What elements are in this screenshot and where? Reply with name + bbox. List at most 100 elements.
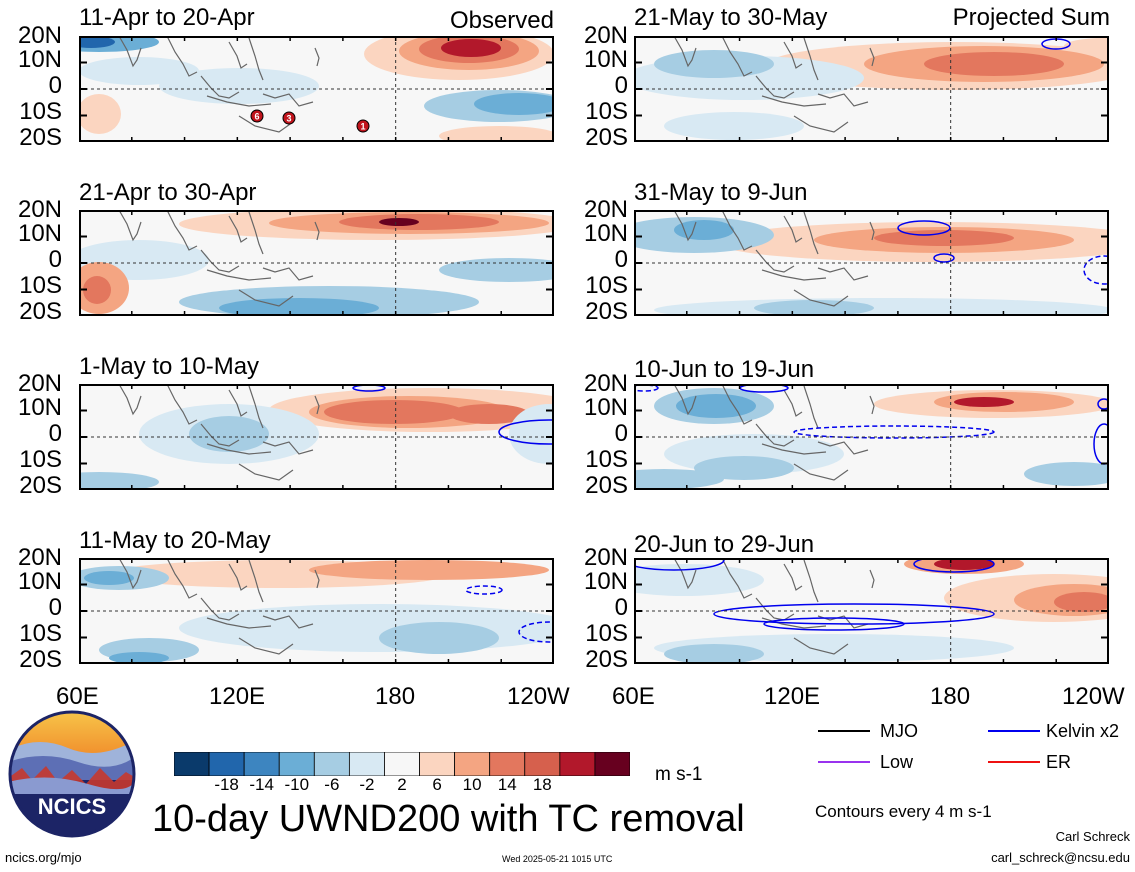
coastline xyxy=(721,558,753,599)
wind-anomaly-shading xyxy=(79,36,115,48)
coastline xyxy=(673,558,697,590)
lon-label: 180 xyxy=(375,683,416,710)
colorbar-swatch xyxy=(208,751,245,777)
lat-label: 20N xyxy=(17,22,62,49)
lat-label: 20N xyxy=(17,544,62,571)
lat-label: 20N xyxy=(17,196,62,223)
colorbar-swatch xyxy=(384,751,420,777)
lat-label: 10S xyxy=(19,272,62,299)
coastline xyxy=(803,37,819,81)
map-panel xyxy=(79,558,554,664)
lat-label: 0 xyxy=(614,72,628,99)
coastline xyxy=(166,558,198,599)
coastline xyxy=(783,215,803,243)
coastline xyxy=(817,93,869,107)
lat-label: 20S xyxy=(585,298,628,325)
colorbar-swatch xyxy=(559,751,596,777)
coastline xyxy=(238,115,294,133)
coastline xyxy=(783,41,803,69)
lat-label: 20S xyxy=(19,124,62,151)
kelvin-contour xyxy=(465,585,503,595)
coastline xyxy=(166,36,198,77)
coastline xyxy=(262,93,314,107)
legend-label-mjo: MJO xyxy=(880,721,918,741)
coastline xyxy=(755,249,795,273)
coastline xyxy=(262,615,314,629)
lat-label: 10N xyxy=(17,568,62,595)
lat-label: 10N xyxy=(17,394,62,421)
panel-title: 10-Jun to 19-Jun xyxy=(634,356,815,383)
coastline xyxy=(206,269,272,281)
wind-anomaly-shading xyxy=(439,126,554,142)
coastline xyxy=(803,385,819,429)
coastline xyxy=(721,36,753,77)
lat-label: 20S xyxy=(585,124,628,151)
coastline xyxy=(228,215,248,243)
wind-anomaly-shading xyxy=(219,298,379,316)
coastline xyxy=(803,559,819,603)
coastline xyxy=(314,221,320,241)
wind-anomaly-shading xyxy=(924,52,1064,76)
lon-label: 120E xyxy=(209,683,266,710)
lat-label: 10N xyxy=(583,394,628,421)
lat-label: 0 xyxy=(614,420,628,447)
lat-label: 20N xyxy=(583,22,628,49)
panel-title: 21-Apr to 30-Apr xyxy=(79,179,257,206)
wind-anomaly-shading xyxy=(79,472,159,490)
wind-anomaly-shading xyxy=(441,39,501,57)
lon-label: 120W xyxy=(507,683,570,710)
wind-anomaly-shading xyxy=(654,50,774,78)
coastline xyxy=(118,384,142,416)
colorbar-tick-label: 14 xyxy=(497,775,517,794)
wind-anomaly-shading xyxy=(694,456,794,480)
coastline xyxy=(783,563,803,591)
map-panel: 6 3 1 xyxy=(79,36,554,142)
kelvin-contour xyxy=(897,220,951,236)
coastline xyxy=(166,210,198,251)
lat-label: 10S xyxy=(19,620,62,647)
lat-label: 20S xyxy=(585,472,628,499)
coastline xyxy=(721,210,753,251)
map-panel xyxy=(79,210,554,316)
wind-anomaly-shading xyxy=(309,560,549,580)
map-panel xyxy=(634,558,1109,664)
coastline xyxy=(262,267,314,281)
coastline xyxy=(793,289,849,307)
coastline xyxy=(118,210,142,242)
map-panel xyxy=(634,210,1109,316)
lat-label: 10N xyxy=(583,46,628,73)
panel-title: 20-Jun to 29-Jun xyxy=(634,531,815,558)
colorbar-tick-label: -2 xyxy=(359,775,375,794)
wind-anomaly-shading xyxy=(449,404,529,424)
logo-text: NCICS xyxy=(38,794,106,819)
coastline xyxy=(248,37,264,81)
colorbar-swatch xyxy=(419,751,456,777)
panel-title: 31-May to 9-Jun xyxy=(634,179,808,206)
footer-email[interactable]: carl_schreck@ncsu.edu xyxy=(991,850,1130,865)
svg-text:1: 1 xyxy=(360,122,365,132)
coastline xyxy=(673,384,697,416)
wind-anomaly-shading xyxy=(109,652,169,664)
panel-title: 21-May to 30-May xyxy=(634,4,828,31)
coastline xyxy=(803,211,819,255)
coastline xyxy=(238,637,294,655)
coastline xyxy=(248,385,264,429)
lat-label: 20N xyxy=(583,544,628,571)
coastline xyxy=(761,443,827,455)
coastline xyxy=(228,389,248,417)
colorbar-unit: m s-1 xyxy=(655,764,703,785)
kelvin-contour xyxy=(793,425,995,439)
wind-anomaly-shading xyxy=(1064,38,1109,54)
map-panel xyxy=(79,384,554,490)
wind-anomaly-shading xyxy=(1024,462,1109,486)
lat-label: 20S xyxy=(19,298,62,325)
coastline xyxy=(817,267,869,281)
footer-url[interactable]: ncics.org/mjo xyxy=(5,850,82,865)
kelvin-contour xyxy=(1097,398,1109,410)
lat-label: 10N xyxy=(583,220,628,247)
lat-label: 10N xyxy=(17,46,62,73)
lat-label: 0 xyxy=(48,594,62,621)
legend-label-er: ER xyxy=(1046,752,1072,772)
coastline xyxy=(755,75,795,99)
coastline xyxy=(248,211,264,255)
